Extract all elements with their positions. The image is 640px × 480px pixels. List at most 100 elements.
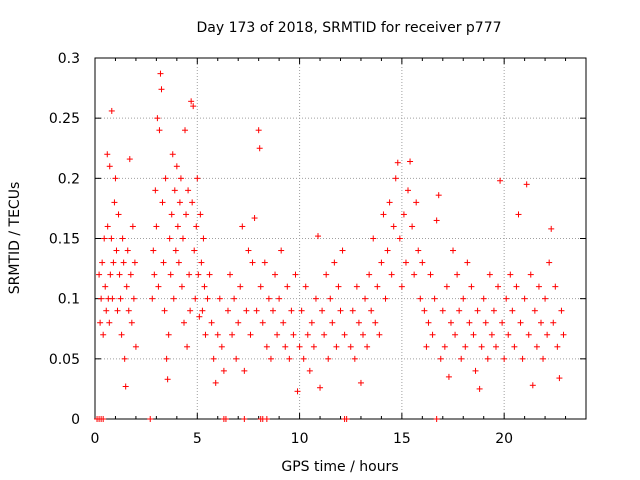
data-point [310,343,317,350]
data-point [184,343,191,350]
data-point [396,235,403,242]
data-point [126,156,133,163]
data-point [108,107,115,114]
data-point [456,307,463,314]
data-point [164,376,171,383]
data-point [374,283,381,290]
data-point [121,355,128,362]
data-point [119,235,126,242]
data-point [99,259,106,266]
data-point [554,343,561,350]
data-point [501,355,508,362]
data-point [454,271,461,278]
data-point [206,271,213,278]
data-point [210,355,217,362]
data-point [108,235,115,242]
data-point [548,225,555,232]
data-point [351,355,358,362]
data-point [190,103,197,110]
data-point [380,211,387,218]
data-point [187,307,194,314]
data-point [529,382,536,389]
data-point [370,235,377,242]
data-point [253,307,260,314]
data-point [104,151,111,158]
data-point [294,388,301,395]
data-point [267,355,274,362]
data-point [523,181,530,188]
data-point [166,235,173,242]
data-point [472,367,479,374]
data-point [100,416,107,422]
data-point [497,177,504,184]
data-point [179,235,186,242]
data-point [272,271,279,278]
data-point [122,383,129,390]
data-point [101,235,108,242]
data-point [314,233,321,240]
data-point [415,247,422,254]
data-point [118,331,125,338]
data-point [171,187,178,194]
data-point [402,259,409,266]
data-point [425,319,432,326]
data-point [476,385,483,392]
data-point [193,223,200,230]
data-point [235,319,242,326]
data-point [263,416,270,422]
data-point [222,416,229,422]
data-point [433,217,440,224]
data-point [288,307,295,314]
data-point [165,331,172,338]
data-point [132,343,139,350]
data-point [339,247,346,254]
data-point [249,259,256,266]
data-point [151,271,158,278]
data-point [274,331,281,338]
data-point [544,331,551,338]
data-point [163,355,170,362]
data-point [337,307,344,314]
data-point [196,313,203,320]
data-point [398,283,405,290]
data-point [331,259,338,266]
data-point [96,271,103,278]
data-point [123,283,130,290]
data-point [325,355,332,362]
data-point [189,199,196,206]
data-point [515,211,522,218]
data-point [97,319,104,326]
data-point [130,295,137,302]
x-tick-label: 15 [393,431,411,447]
data-point [537,319,544,326]
data-point [542,295,549,302]
data-point [103,307,110,314]
data-point [405,187,412,194]
data-point [362,295,369,302]
data-point [355,319,362,326]
data-point [174,223,181,230]
data-point [114,307,121,314]
data-point [488,331,495,338]
data-point [343,416,350,422]
data-point [150,247,157,254]
data-point [161,307,168,314]
x-tick-label: 10 [291,431,309,447]
data-point [154,115,161,122]
data-point [321,331,328,338]
data-point [317,384,324,391]
x-tick-label: 20 [495,431,513,447]
data-point [263,343,270,350]
data-point [390,223,397,230]
data-point [507,271,514,278]
data-point [149,295,156,302]
data-point [278,247,285,254]
data-point [452,331,459,338]
data-point [558,307,565,314]
data-point [198,259,205,266]
data-point [550,319,557,326]
data-point [484,355,491,362]
data-point [110,259,117,266]
data-point [556,375,563,382]
data-point [195,271,202,278]
